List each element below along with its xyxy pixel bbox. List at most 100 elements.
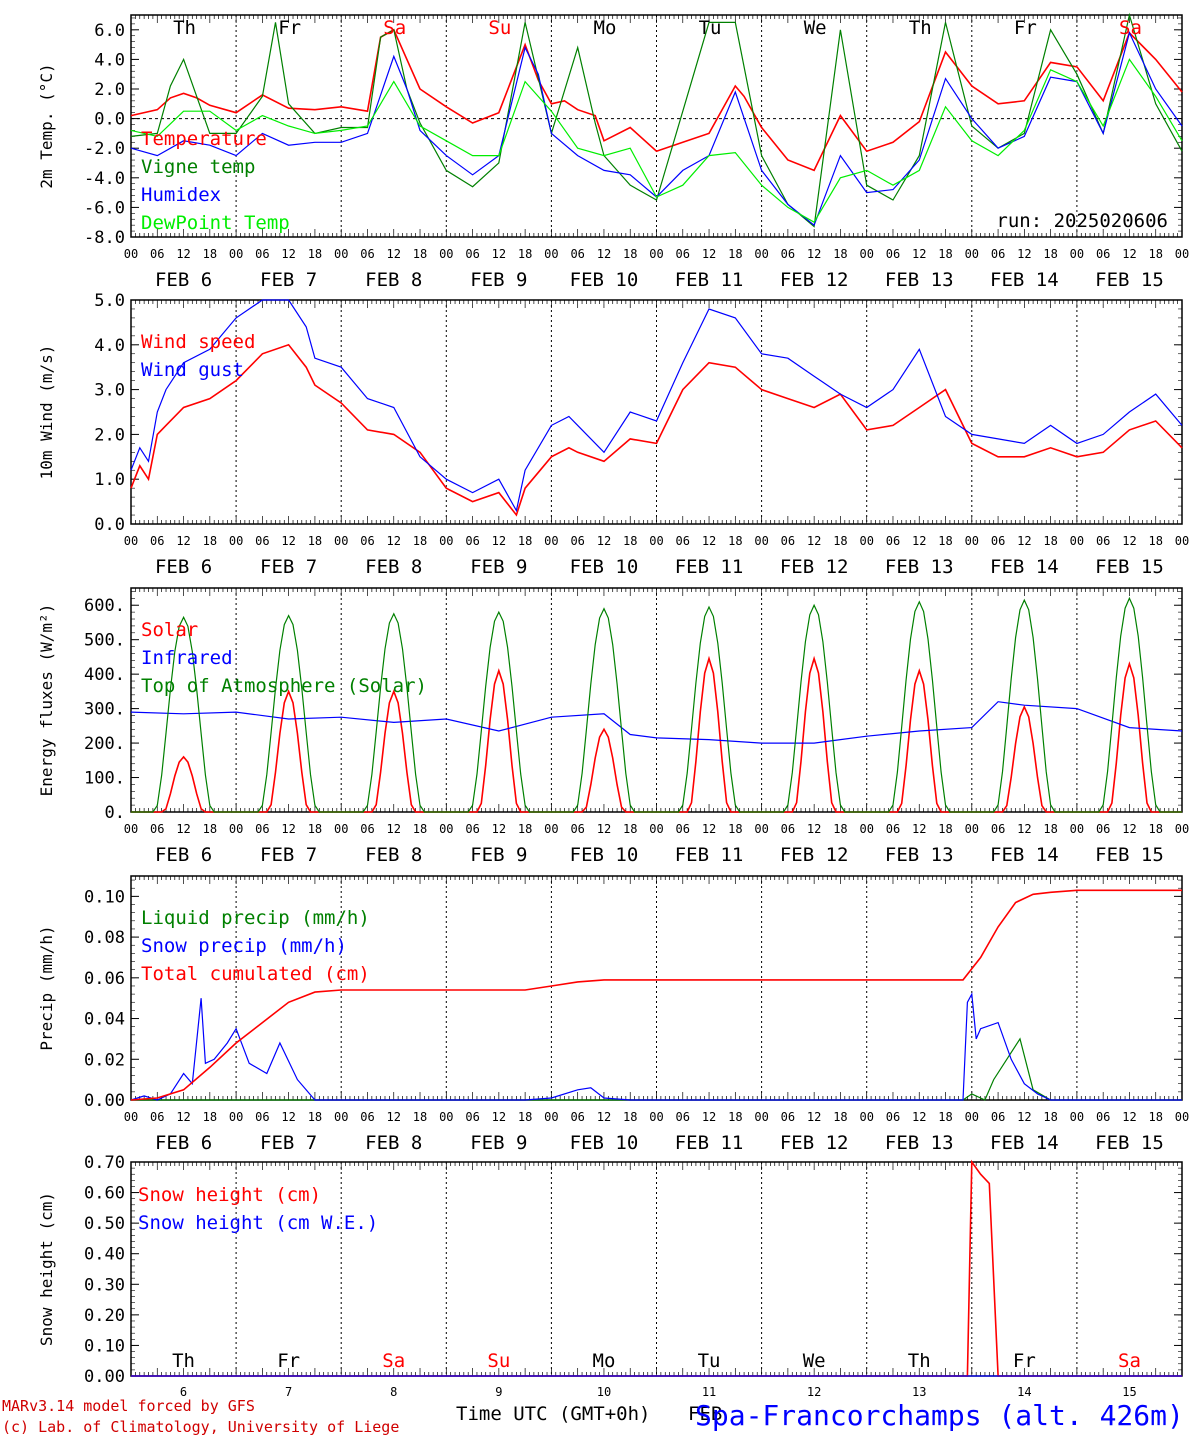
y-tick-label: 0.00	[84, 1091, 125, 1111]
y-tick-label: 0.0	[94, 110, 125, 130]
hour-label: 06	[570, 1110, 584, 1124]
y-tick-label: 0.08	[84, 928, 125, 948]
y-tick-label: 0.02	[84, 1050, 125, 1070]
day-name: Fr	[1013, 1350, 1036, 1372]
y-tick-label: -8.0	[84, 228, 125, 248]
hour-label: 12	[912, 247, 926, 261]
hour-label: 18	[728, 247, 742, 261]
hour-label: 00	[1175, 822, 1189, 836]
y-tick-label: 0.70	[84, 1153, 125, 1173]
hour-label: 06	[570, 822, 584, 836]
hour-label: 12	[702, 822, 716, 836]
date-label: FEB 14	[990, 556, 1059, 578]
hour-label: 06	[886, 534, 900, 548]
hour-label: 12	[176, 1110, 190, 1124]
day-name: Sa	[382, 1350, 405, 1372]
date-label: FEB 14	[990, 1132, 1059, 1154]
day-number: 11	[702, 1385, 716, 1399]
hour-label: 06	[360, 1110, 374, 1124]
hour-label: 06	[360, 534, 374, 548]
hour-label: 06	[255, 1110, 269, 1124]
hour-label: 00	[229, 822, 243, 836]
hour-label: 06	[255, 247, 269, 261]
date-label: FEB 6	[155, 1132, 212, 1154]
panel-snow: 0.00 0.10 0.20 0.30 0.40 0.50 0.60 0.70 Snow hei…	[37, 1153, 1183, 1399]
hour-label: 18	[623, 822, 637, 836]
hour-label: 18	[203, 1110, 217, 1124]
legend-entry: Snow height (cm)	[138, 1184, 321, 1206]
y-tick-label: 1.0	[94, 470, 125, 490]
hour-label: 00	[859, 534, 873, 548]
hour-label: 18	[308, 534, 322, 548]
hour-label: 12	[1017, 1110, 1031, 1124]
date-label: FEB 9	[470, 556, 527, 578]
hour-label: 12	[807, 1110, 821, 1124]
date-label: FEB 7	[260, 556, 317, 578]
hour-label: 18	[203, 822, 217, 836]
hour-label: 18	[1043, 1110, 1057, 1124]
hour-label: 12	[702, 534, 716, 548]
date-label: FEB 9	[470, 844, 527, 866]
hour-label: 00	[1070, 247, 1084, 261]
date-label: FEB 10	[570, 1132, 639, 1154]
y-tick-label: 0.10	[84, 887, 125, 907]
hour-label: 18	[413, 534, 427, 548]
legend-entry: Temperature	[141, 128, 267, 150]
hour-label: 06	[676, 247, 690, 261]
hour-label: 06	[991, 822, 1005, 836]
y-tick-label: 6.0	[94, 21, 125, 41]
hour-label: 12	[281, 1110, 295, 1124]
hour-label: 00	[965, 1110, 979, 1124]
date-label: FEB 9	[470, 1132, 527, 1154]
hour-label: 12	[702, 1110, 716, 1124]
y-tick-label: 600.	[84, 596, 125, 616]
day-number: 10	[597, 1385, 611, 1399]
y-tick-label: 0.0	[94, 515, 125, 535]
date-label: FEB 14	[990, 844, 1059, 866]
hour-label: 12	[597, 247, 611, 261]
hour-label: 06	[991, 1110, 1005, 1124]
day-name: Fr	[278, 17, 301, 39]
hour-label: 00	[334, 822, 348, 836]
hour-label: 12	[176, 247, 190, 261]
legend-entry: DewPoint Temp	[141, 212, 290, 234]
hour-label: 18	[518, 1110, 532, 1124]
hour-label: 00	[965, 822, 979, 836]
series-line-snow-precip-mm-h-	[130, 992, 1182, 1101]
hour-label: 18	[1148, 534, 1162, 548]
hour-label: 12	[912, 822, 926, 836]
hour-label: 18	[728, 1110, 742, 1124]
date-label: FEB 12	[780, 269, 849, 291]
hour-label: 00	[649, 822, 663, 836]
hour-label: 06	[570, 247, 584, 261]
day-name: Tu	[698, 1350, 721, 1372]
hour-label: 12	[912, 534, 926, 548]
hour-label: 00	[334, 534, 348, 548]
date-label: FEB 6	[155, 269, 212, 291]
hour-label: 06	[1096, 1110, 1110, 1124]
date-label: FEB 11	[675, 1132, 744, 1154]
x-axis-month: FEB	[688, 1403, 723, 1425]
y-axis-label: 2m Temp. (°C)	[37, 63, 56, 188]
series-line-infrared	[130, 701, 1183, 744]
hour-label: 12	[492, 1110, 506, 1124]
hour-label: 18	[833, 534, 847, 548]
hour-label: 00	[1175, 247, 1189, 261]
run-label: run: 2025020606	[996, 210, 1168, 232]
date-label: FEB 13	[885, 269, 954, 291]
hour-label: 12	[1017, 534, 1031, 548]
series-line-wind-gust	[130, 299, 1183, 513]
day-name: Sa	[1119, 17, 1142, 39]
hour-label: 12	[1122, 534, 1136, 548]
hour-label: 12	[387, 534, 401, 548]
hour-label: 00	[754, 822, 768, 836]
date-label: FEB 15	[1095, 844, 1164, 866]
y-tick-label: 0.	[105, 803, 125, 823]
hour-label: 12	[702, 247, 716, 261]
hour-label: 18	[308, 822, 322, 836]
date-label: FEB 10	[570, 844, 639, 866]
day-name: Sa	[1118, 1350, 1141, 1372]
hour-label: 06	[570, 534, 584, 548]
hour-label: 06	[676, 1110, 690, 1124]
series-line-dewpoint-temp	[130, 58, 1183, 224]
